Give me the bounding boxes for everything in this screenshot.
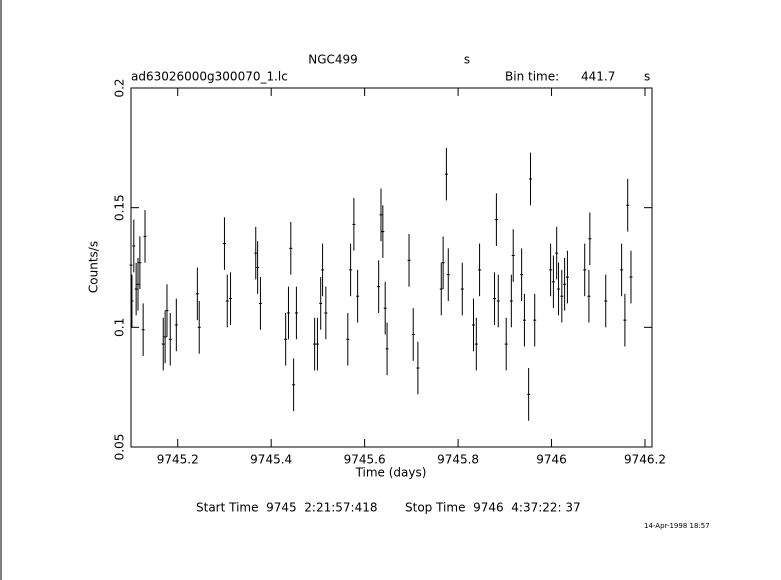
x-tick-label: 9745.6	[344, 453, 386, 467]
x-tick-label: 9745.8	[437, 453, 479, 467]
x-tick-label: 9745.4	[250, 453, 292, 467]
bin-value: 441.7	[581, 70, 615, 84]
y-tick-label: 0.15	[113, 194, 127, 221]
y-tick-label: 0.1	[113, 318, 127, 337]
start-time: Start Time 9745 2:21:57:418	[196, 501, 378, 515]
y-tick-label: 0.2	[113, 78, 127, 97]
bin-unit: s	[644, 70, 650, 84]
subtitle: ad63026000g300070_1.lc	[131, 70, 288, 84]
x-tick-label: 9745.2	[157, 453, 199, 467]
chart-title: NGC499	[308, 53, 358, 67]
x-tick-label: 9746	[536, 453, 567, 467]
x-axis-label: Time (days)	[355, 466, 427, 480]
bin-label: Bin time:	[505, 70, 559, 84]
title-unit: s	[464, 53, 470, 67]
date-stamp: 14-Apr-1998 18:57	[644, 522, 710, 530]
plot-frame	[130, 87, 653, 448]
x-tick-label: 9746.2	[624, 453, 666, 467]
y-tick-label: 0.05	[113, 434, 127, 461]
y-axis-label: Counts/s	[87, 241, 101, 293]
stop-time: Stop Time 9746 4:37:22: 37	[405, 501, 581, 515]
